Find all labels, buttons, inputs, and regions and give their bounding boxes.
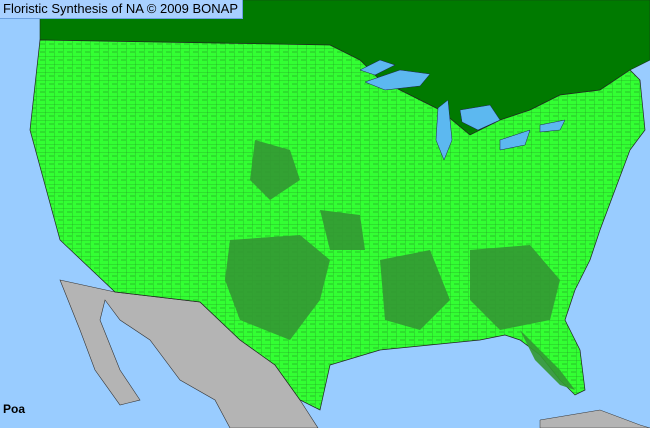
great-lakes bbox=[359, 59, 566, 161]
map-title: Floristic Synthesis of NA © 2009 BONAP bbox=[0, 0, 244, 19]
dense-county-clusters bbox=[225, 140, 575, 390]
taxon-label: Poa bbox=[3, 402, 26, 416]
cuba-island bbox=[539, 409, 650, 428]
